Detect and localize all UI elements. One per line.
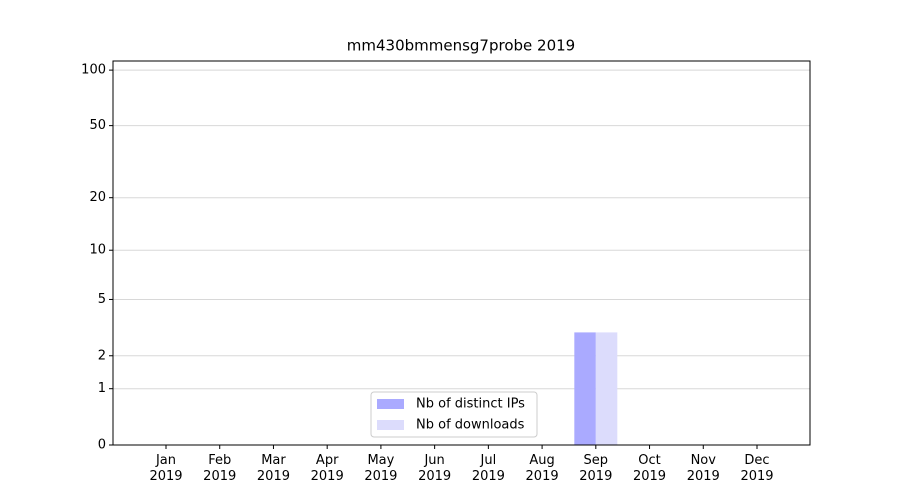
- y-tick-label: 50: [89, 118, 106, 133]
- plot-frame: [112, 60, 811, 446]
- legend-box: [370, 391, 538, 438]
- y-tick-label: 1: [98, 381, 106, 396]
- legend-label: Nb of downloads: [416, 418, 525, 433]
- legend-swatch: [377, 420, 404, 430]
- y-tick-label: 100: [81, 63, 106, 78]
- x-tick-label: Jun 2019: [418, 453, 452, 484]
- x-tick-label: Apr 2019: [310, 453, 344, 484]
- bar: [595, 332, 618, 445]
- x-tick-label: Jan 2019: [149, 453, 183, 484]
- y-tick-label: 20: [89, 190, 106, 205]
- chart-title: mm430bmmensg7probe 2019: [347, 37, 575, 55]
- x-tick-label: Feb 2019: [203, 453, 237, 484]
- x-tick-label: Dec 2019: [740, 453, 774, 484]
- y-tick-label: 0: [98, 438, 106, 453]
- x-tick-label: Jul 2019: [471, 453, 505, 484]
- legend-label: Nb of distinct IPs: [416, 397, 525, 412]
- x-tick-label: Aug 2019: [525, 453, 559, 484]
- bar: [574, 332, 596, 445]
- legend-swatch: [377, 399, 404, 409]
- y-tick-label: 2: [98, 348, 106, 363]
- x-tick-label: Oct 2019: [632, 453, 667, 484]
- x-tick-label: Nov 2019: [686, 453, 720, 484]
- y-tick-label: 5: [98, 292, 106, 307]
- x-tick-label: Sep 2019: [579, 453, 613, 484]
- x-tick-label: May 2019: [364, 453, 398, 484]
- y-tick-label: 10: [89, 243, 106, 258]
- legend: Nb of distinct IPs Nb of downloads: [370, 391, 538, 438]
- x-tick-label: Mar 2019: [256, 453, 290, 484]
